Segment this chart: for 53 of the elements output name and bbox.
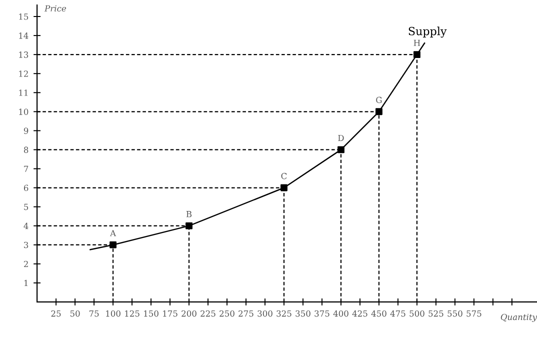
x-tick-label: 25 <box>51 310 61 317</box>
point <box>110 241 117 248</box>
y-tick-label: 4 <box>24 222 28 229</box>
x-tick-label: 225 <box>200 310 216 317</box>
x-tick-label: 100 <box>106 310 120 317</box>
x-tick-label: 50 <box>70 310 80 317</box>
x-tick-label: 350 <box>296 310 310 317</box>
y-tick-label: 14 <box>19 32 28 39</box>
x-tick-label: 200 <box>182 310 196 317</box>
x-tick-label: 375 <box>314 310 330 317</box>
x-tick-label: 325 <box>276 310 292 317</box>
y-tick-label: 15 <box>19 13 28 20</box>
y-tick-label: 5 <box>24 204 28 210</box>
x-tick-label: 150 <box>144 310 158 317</box>
annotation: C <box>281 172 287 180</box>
y-axis-title: Price <box>44 5 66 12</box>
x-tick-label: 425 <box>352 310 368 317</box>
series-label: Supply <box>408 26 447 38</box>
y-tick-label: 8 <box>24 146 28 153</box>
annotation: D <box>338 134 344 142</box>
y-tick-label: 11 <box>19 90 28 96</box>
y-tick-label: 1 <box>24 280 28 286</box>
x-tick-label: 575 <box>466 310 482 317</box>
annotation: B <box>186 211 192 218</box>
y-tick-label: 12 <box>19 70 28 77</box>
y-tick-label: 10 <box>19 108 28 115</box>
y-tick-label: 9 <box>24 128 28 134</box>
x-tick-label: 250 <box>220 310 234 317</box>
y-tick-label: 7 <box>24 166 28 172</box>
point <box>280 184 288 192</box>
x-tick-label: 400 <box>333 310 348 317</box>
x-tick-label: 275 <box>238 310 254 317</box>
x-tick-label: 500 <box>410 310 424 317</box>
annotation: H <box>414 40 420 46</box>
x-tick-label: 125 <box>125 310 140 317</box>
x-tick-label: 175 <box>163 310 178 317</box>
x-tick-label: 475 <box>390 310 406 317</box>
point <box>338 146 344 154</box>
x-tick-label: 300 <box>258 310 272 317</box>
point <box>186 222 192 230</box>
x-tick-label: 550 <box>448 310 462 317</box>
point <box>375 108 382 116</box>
annotation: G <box>376 96 382 104</box>
x-tick-label: 75 <box>89 310 99 317</box>
annotation: A <box>110 230 116 236</box>
y-tick-label: 3 <box>24 242 28 248</box>
x-tick-label: 450 <box>371 310 386 317</box>
y-tick-label: 13 <box>19 52 28 58</box>
point <box>413 51 420 58</box>
y-tick-label: 2 <box>24 260 28 268</box>
x-tick-label: 525 <box>428 310 444 317</box>
x-axis-title: Quantity <box>500 314 537 322</box>
y-tick-label: 6 <box>24 184 28 192</box>
